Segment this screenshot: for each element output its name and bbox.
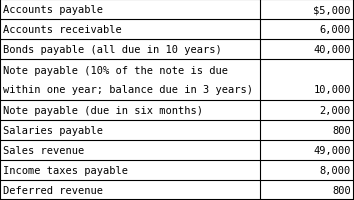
Text: 6,000: 6,000 [320,25,351,35]
Text: Salaries payable: Salaries payable [3,125,103,135]
Text: 40,000: 40,000 [314,45,351,55]
Text: 800: 800 [332,185,351,195]
Text: 10,000: 10,000 [314,84,351,94]
Text: Accounts payable: Accounts payable [3,5,103,15]
Text: Bonds payable (all due in 10 years): Bonds payable (all due in 10 years) [3,45,222,55]
Text: 49,000: 49,000 [314,145,351,155]
Text: $5,000: $5,000 [314,5,351,15]
Text: Income taxes payable: Income taxes payable [3,165,128,175]
Text: within one year; balance due in 3 years): within one year; balance due in 3 years) [3,84,253,94]
Text: Sales revenue: Sales revenue [3,145,84,155]
Text: Note payable (10% of the note is due: Note payable (10% of the note is due [3,66,228,76]
Text: 800: 800 [332,125,351,135]
Text: Deferred revenue: Deferred revenue [3,185,103,195]
Text: Note payable (due in six months): Note payable (due in six months) [3,105,203,115]
Text: 8,000: 8,000 [320,165,351,175]
Text: Accounts receivable: Accounts receivable [3,25,122,35]
Text: 2,000: 2,000 [320,105,351,115]
